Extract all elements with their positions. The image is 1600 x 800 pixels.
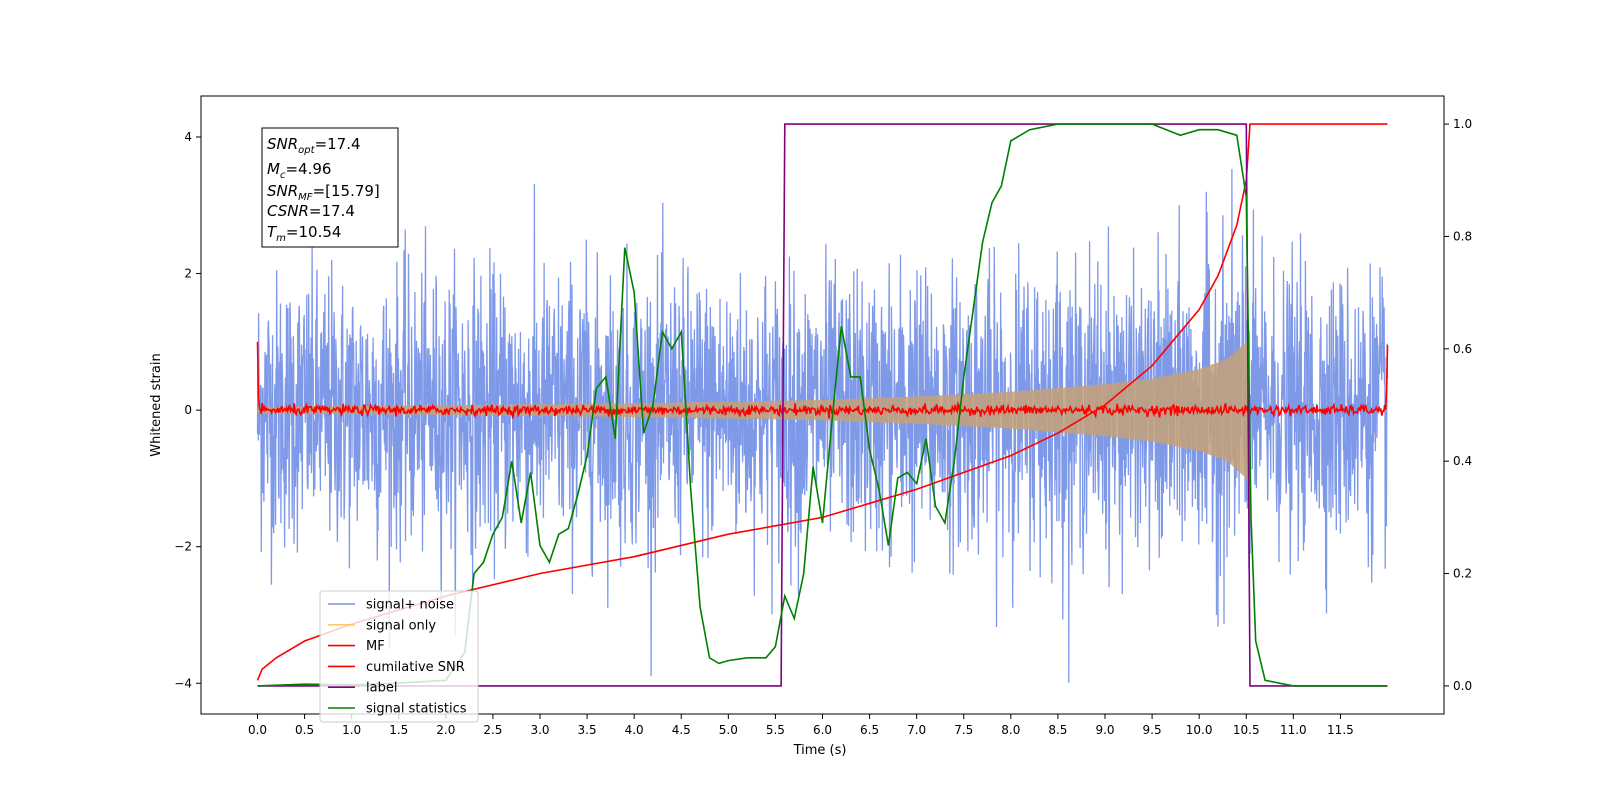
x-tick-label: 4.0 (625, 723, 644, 737)
legend-label: signal only (366, 618, 436, 633)
x-tick-label: 5.0 (719, 723, 738, 737)
info-box: SNRopt=17.4 Mc=4.96 SNRMF=[15.79] CSNR=1… (261, 127, 399, 248)
series-signal-statistics (257, 123, 1388, 687)
x-axis-label: Time (s) (793, 743, 847, 758)
legend-label: label (366, 681, 397, 696)
y-left-tick-label: 4 (184, 130, 192, 144)
x-tick-label: 8.5 (1048, 723, 1067, 737)
y-right-tick-label: 0.8 (1453, 229, 1472, 243)
x-tick-label: 1.5 (389, 723, 408, 737)
y-left-tick-label: 0 (184, 403, 192, 417)
y-left-tick-label: −2 (174, 540, 192, 554)
legend-label: cumilative SNR (366, 660, 465, 675)
info-mc: Mc=4.96 (267, 160, 331, 181)
x-tick-label: 2.5 (483, 723, 502, 737)
info-tm: Tm=10.54 (267, 223, 341, 244)
y-right-axis-ticks: 0.0 0.2 0.4 0.6 0.8 1.0 (1444, 117, 1472, 693)
y-right-tick-label: 1.0 (1453, 117, 1472, 131)
x-tick-label: 7.0 (907, 723, 926, 737)
legend-label: MF (366, 639, 385, 654)
x-tick-label: 9.0 (1095, 723, 1114, 737)
x-tick-label: 10.5 (1233, 723, 1260, 737)
info-snr-opt: SNRopt=17.4 (267, 135, 361, 156)
x-tick-label: 11.5 (1327, 723, 1354, 737)
x-axis-ticks: 0.0 0.5 1.0 1.5 2.0 2.5 3.0 3.5 4.0 4.5 5.0 5.5 6.0 6… (248, 714, 1354, 737)
legend: signal+ noise signal only MF cumilative SNR… (319, 590, 479, 723)
x-tick-label: 5.5 (766, 723, 785, 737)
series-mf (256, 341, 1389, 419)
x-tick-label: 1.0 (342, 723, 361, 737)
legend-frame (319, 590, 479, 723)
x-tick-label: 4.5 (672, 723, 691, 737)
y-right-tick-label: 0.6 (1453, 342, 1472, 356)
x-tick-label: 6.0 (813, 723, 832, 737)
info-box-frame (261, 127, 399, 248)
y-right-tick-label: 0.4 (1453, 454, 1472, 468)
x-tick-label: 0.0 (248, 723, 267, 737)
y-left-tick-label: −4 (174, 676, 192, 690)
x-tick-label: 6.5 (860, 723, 879, 737)
x-tick-label: 10.0 (1186, 723, 1213, 737)
x-tick-label: 9.5 (1143, 723, 1162, 737)
y-left-tick-label: 2 (184, 267, 192, 281)
y-right-tick-label: 0.2 (1453, 567, 1472, 581)
info-snr-mf: SNRMF=[15.79] (267, 182, 380, 203)
x-tick-label: 0.5 (295, 723, 314, 737)
legend-label: signal statistics (366, 702, 467, 717)
y-left-axis-ticks: −4 −2 0 2 4 (174, 130, 201, 690)
x-tick-label: 11.0 (1280, 723, 1307, 737)
info-csnr: CSNR=17.4 (267, 202, 355, 220)
x-tick-label: 3.0 (530, 723, 549, 737)
x-tick-label: 8.0 (1001, 723, 1020, 737)
series-label (257, 123, 1388, 687)
x-tick-label: 7.5 (954, 723, 973, 737)
y-right-tick-label: 0.0 (1453, 679, 1472, 693)
legend-label: signal+ noise (366, 598, 454, 613)
x-tick-label: 3.5 (578, 723, 597, 737)
x-tick-label: 2.0 (436, 723, 455, 737)
y-axis-label: Whitened strain (149, 353, 164, 456)
